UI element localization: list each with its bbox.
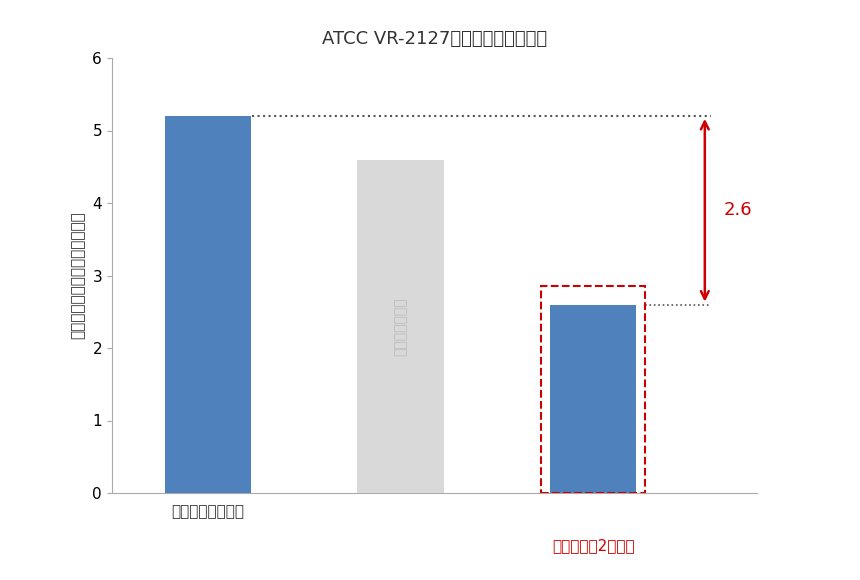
Text: 加工不織布2時間後: 加工不織布2時間後 — [552, 538, 635, 553]
Title: ATCC VR-2127（エンベロープ有）: ATCC VR-2127（エンベロープ有） — [322, 30, 547, 48]
Text: 2.6: 2.6 — [724, 201, 752, 219]
Bar — [165, 116, 251, 493]
Y-axis label: ウイルス感染価常用対数平均値: ウイルス感染価常用対数平均値 — [71, 212, 85, 339]
Bar — [541, 287, 645, 493]
Bar — [357, 160, 444, 493]
Bar — [550, 304, 636, 493]
Text: 未加工２時間後: 未加工２時間後 — [394, 297, 408, 356]
